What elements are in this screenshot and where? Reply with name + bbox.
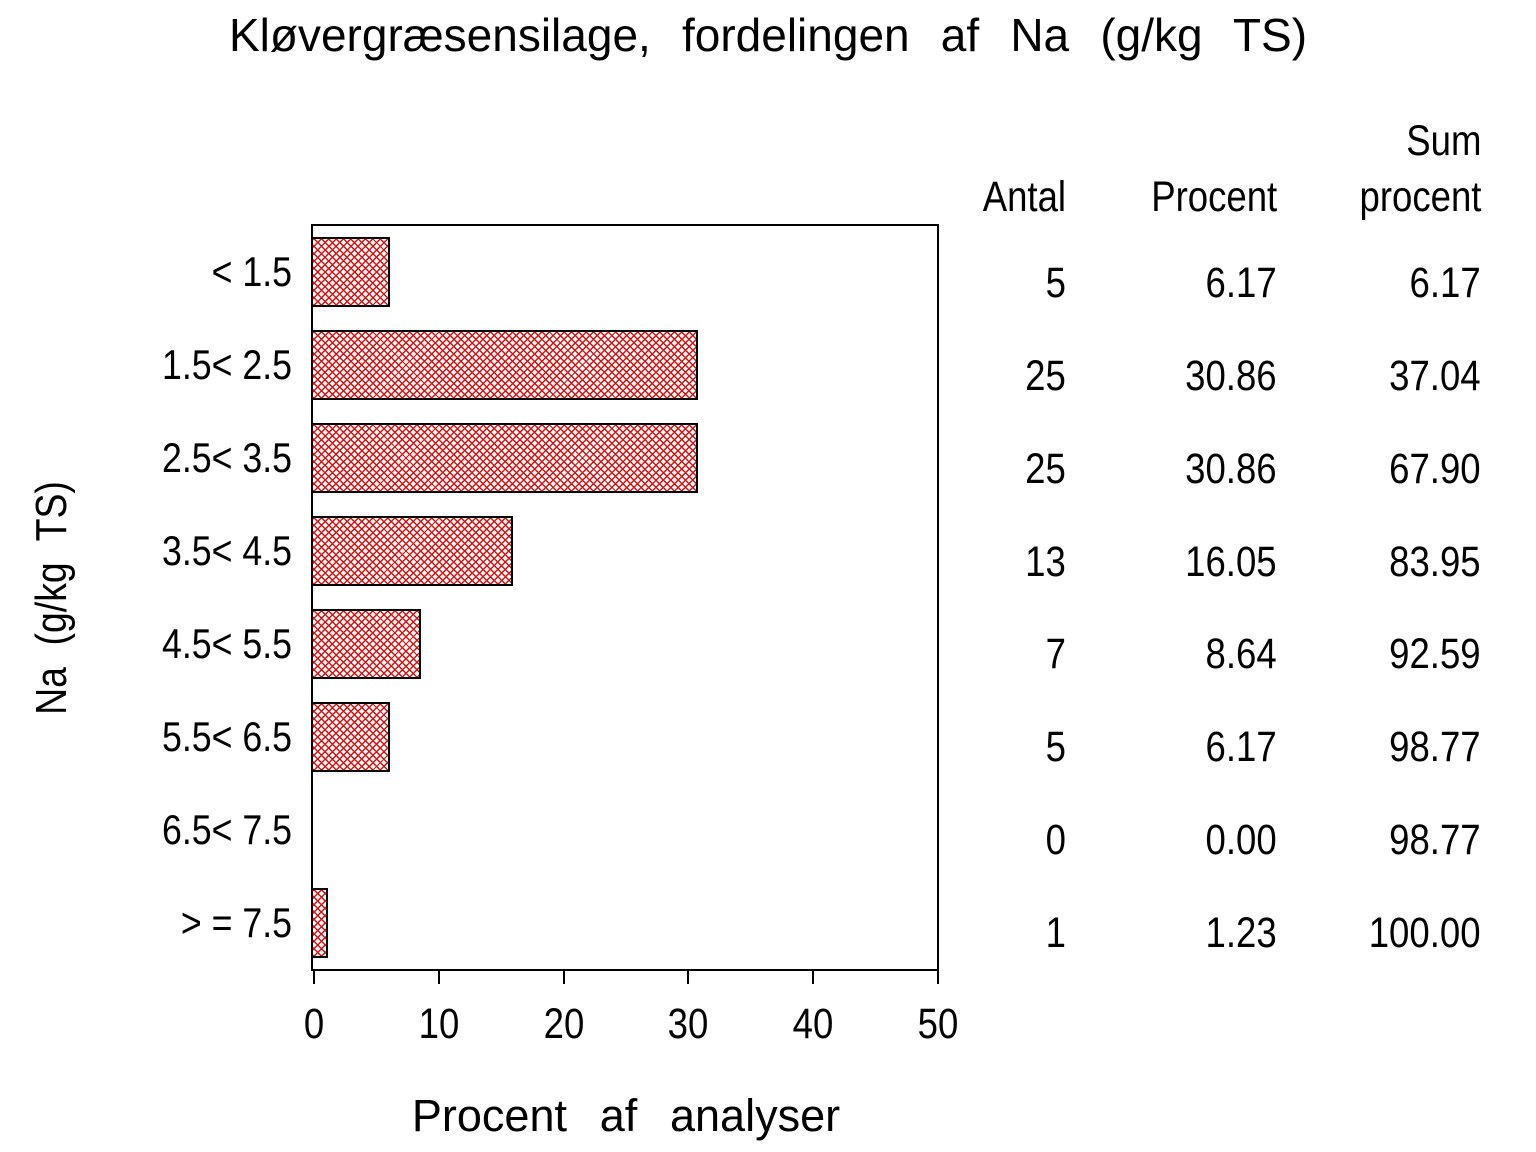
bar xyxy=(313,330,698,401)
table-header-antal: Antal xyxy=(982,173,1066,222)
table-body: 5 6.17 6.17 25 30.86 37.04 25 30.86 67.90 13 16.05… xyxy=(950,237,1536,982)
x-axis-tick-labels: 0 10 20 30 40 50 xyxy=(304,1000,959,1052)
table-cell-procent: 16.05 xyxy=(1185,537,1277,586)
table-header-sum-procent: Sum procent xyxy=(1359,117,1481,222)
category-label: 3.5< 4.5 xyxy=(161,527,292,575)
table-cell-sum: 92.59 xyxy=(1389,630,1481,679)
table-cell-sum: 98.77 xyxy=(1389,723,1481,772)
table-cell-antal: 7 xyxy=(1045,630,1066,679)
table-cell-sum: 37.04 xyxy=(1389,351,1481,400)
x-tick xyxy=(687,969,690,984)
table-header-procent: Procent xyxy=(1151,173,1277,222)
table-header: Antal Procent Sum procent xyxy=(950,117,1536,226)
category-label: 5.5< 6.5 xyxy=(161,712,292,760)
table-cell-antal: 5 xyxy=(1045,258,1066,307)
table-cell-antal: 1 xyxy=(1045,909,1066,958)
x-axis-ticks xyxy=(313,969,939,985)
x-tick xyxy=(562,969,565,984)
table-cell-sum: 98.77 xyxy=(1389,816,1481,865)
table-cell-sum: 6.17 xyxy=(1409,258,1481,307)
bar xyxy=(313,608,421,679)
category-label: < 1.5 xyxy=(211,248,292,296)
category-label: 2.5< 3.5 xyxy=(161,434,292,482)
table-cell-procent: 6.17 xyxy=(1205,258,1277,307)
x-tick xyxy=(937,969,939,984)
x-tick-label: 0 xyxy=(303,1000,325,1048)
x-tick-label: 20 xyxy=(543,1000,584,1048)
table-cell-procent: 8.64 xyxy=(1205,630,1277,679)
table-cell-antal: 13 xyxy=(1025,537,1066,586)
table-cell-antal: 0 xyxy=(1045,816,1066,865)
category-label: 4.5< 5.5 xyxy=(161,619,292,667)
x-tick xyxy=(812,969,815,984)
x-tick-label: 10 xyxy=(418,1000,460,1048)
category-label: 6.5< 7.5 xyxy=(161,805,292,853)
table-cell-sum: 100.00 xyxy=(1369,909,1481,958)
y-axis-labels: < 1.5 1.5< 2.5 2.5< 3.5 3.5< 4.5 4.5< 5.5 5.5… xyxy=(0,226,292,969)
table-cell-procent: 6.17 xyxy=(1205,723,1277,772)
table-cell-procent: 30.86 xyxy=(1185,444,1277,493)
x-tick xyxy=(437,969,440,984)
bar xyxy=(313,701,390,772)
table-cell-procent: 0.00 xyxy=(1205,816,1277,865)
table-cell-sum: 67.90 xyxy=(1389,444,1481,493)
bar xyxy=(313,237,390,308)
table-cell-antal: 5 xyxy=(1045,723,1066,772)
bar xyxy=(313,516,513,587)
category-label: 1.5< 2.5 xyxy=(161,341,292,389)
category-label: > = 7.5 xyxy=(180,898,292,946)
x-tick-label: 30 xyxy=(668,1000,709,1048)
table-cell-sum: 83.95 xyxy=(1389,537,1481,586)
plot-area xyxy=(311,224,939,971)
table-cell-procent: 1.23 xyxy=(1205,909,1277,958)
x-tick-label: 40 xyxy=(792,1000,834,1048)
table-cell-antal: 25 xyxy=(1025,444,1066,493)
bar xyxy=(313,887,328,958)
x-tick-label: 50 xyxy=(917,1000,959,1048)
table-cell-antal: 25 xyxy=(1025,351,1066,400)
x-tick xyxy=(313,969,315,984)
table-cell-procent: 30.86 xyxy=(1185,351,1277,400)
bar xyxy=(313,423,698,494)
x-axis-title: Procent af analyser xyxy=(411,1090,841,1141)
chart-title: Kløvergræsensilage, fordelingen af Na (g… xyxy=(228,9,1308,61)
